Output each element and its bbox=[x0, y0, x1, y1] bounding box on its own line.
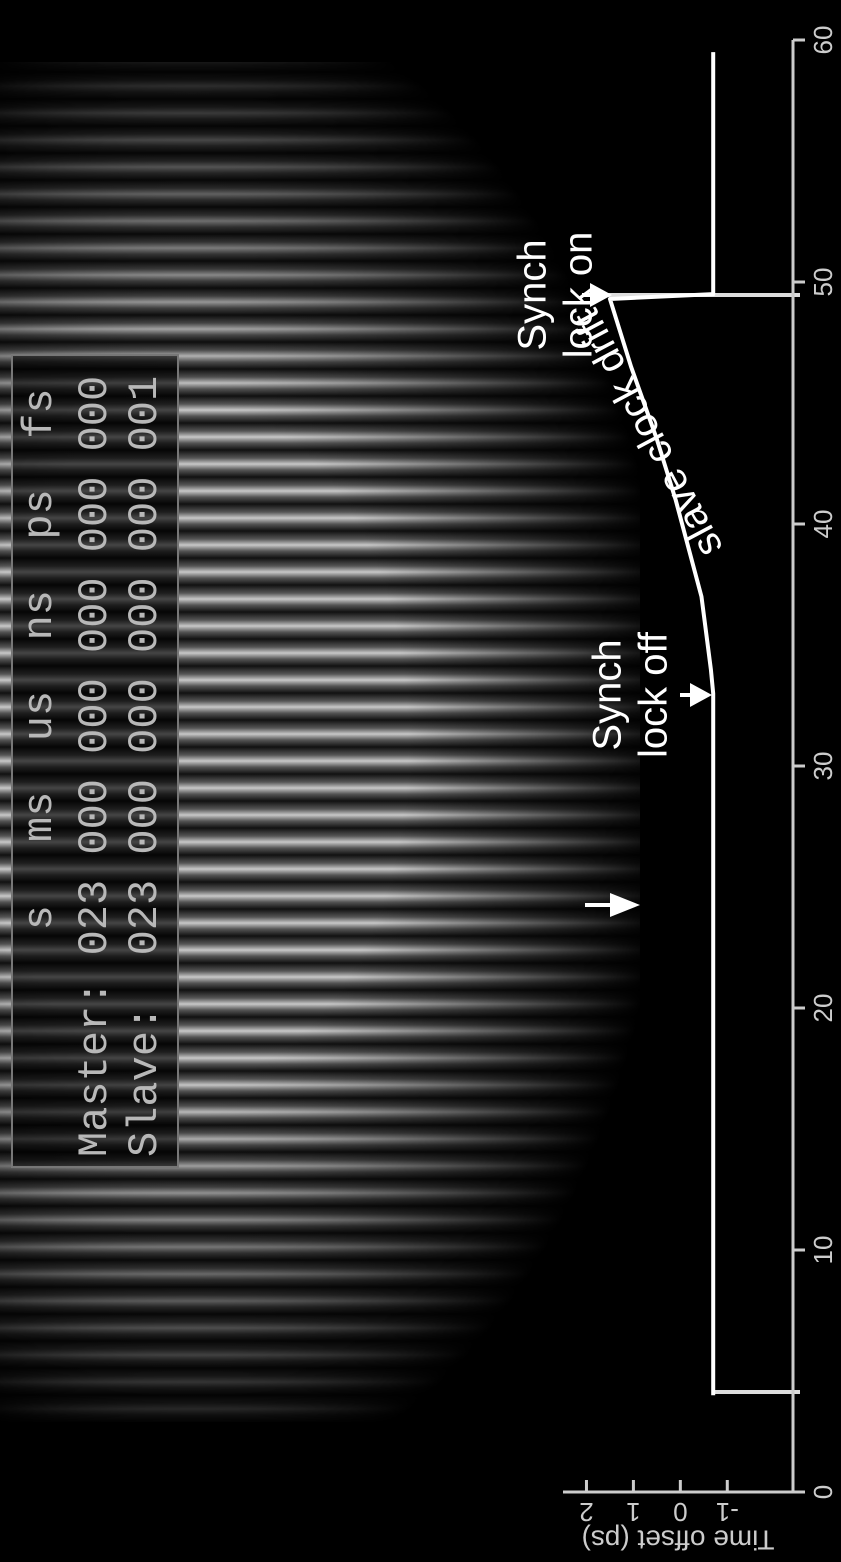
y-tick-label: -1 bbox=[716, 1497, 739, 1527]
x-tick-label: 60 bbox=[808, 26, 838, 55]
y-tick-label: 2 bbox=[579, 1497, 593, 1527]
counter-header: ps bbox=[16, 489, 64, 539]
counter-value: 000 bbox=[71, 577, 119, 653]
counter-header: s bbox=[16, 905, 64, 930]
counter-value: 000 bbox=[71, 779, 119, 855]
x-tick-label: 50 bbox=[808, 268, 838, 297]
x-tick-label: 30 bbox=[808, 752, 838, 781]
annotation: Synch bbox=[586, 639, 630, 750]
counter-value: 000 bbox=[121, 477, 169, 553]
counter-header: us bbox=[16, 691, 64, 741]
counter-row-label: Slave: bbox=[121, 1006, 169, 1157]
y-tick-label: 1 bbox=[626, 1497, 640, 1527]
chart: smsusnspsfsMaster:023000000000000000Slav… bbox=[0, 0, 841, 1562]
x-tick-label: 40 bbox=[808, 510, 838, 539]
annotation: lock off bbox=[632, 631, 676, 758]
counter-header: fs bbox=[16, 388, 64, 438]
y-tick-label: 0 bbox=[673, 1497, 687, 1527]
figure-frame: smsusnspsfsMaster:023000000000000000Slav… bbox=[0, 0, 841, 1562]
x-tick-label: 10 bbox=[808, 1236, 838, 1265]
x-tick-label: 0 bbox=[808, 1485, 838, 1499]
counter-row-label: Master: bbox=[71, 981, 119, 1157]
counter-header: ns bbox=[16, 590, 64, 640]
y-axis-title: Time offset (ps) bbox=[582, 1525, 775, 1556]
arrow bbox=[690, 683, 712, 707]
counter-value: 001 bbox=[121, 376, 169, 452]
figure: smsusnspsfsMaster:023000000000000000Slav… bbox=[0, 0, 841, 1562]
counter-header: ms bbox=[16, 792, 64, 842]
counter-value: 000 bbox=[121, 678, 169, 754]
counter-value: 000 bbox=[121, 779, 169, 855]
counter-value: 023 bbox=[121, 880, 169, 956]
counter-value: 023 bbox=[71, 880, 119, 956]
counter-value: 000 bbox=[71, 376, 119, 452]
annotation: Synch bbox=[511, 239, 555, 350]
annotation: slave clock drift bbox=[564, 302, 731, 564]
counter-value: 000 bbox=[71, 678, 119, 754]
counter-value: 000 bbox=[71, 477, 119, 553]
counter-value: 000 bbox=[121, 577, 169, 653]
x-tick-label: 20 bbox=[808, 994, 838, 1023]
arrow bbox=[610, 893, 640, 917]
